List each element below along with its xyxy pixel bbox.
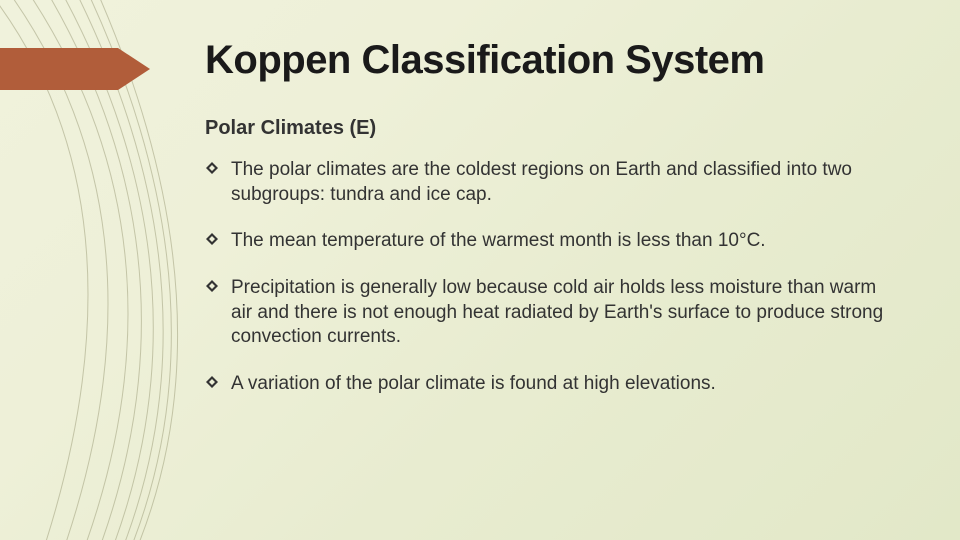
slide-title: Koppen Classification System	[205, 38, 890, 83]
diamond-icon	[205, 232, 219, 246]
bullet-text: The mean temperature of the warmest mont…	[231, 230, 766, 251]
list-item: The polar climates are the coldest regio…	[205, 158, 890, 207]
slide-content: Koppen Classification System Polar Clima…	[205, 38, 890, 419]
diamond-icon	[205, 161, 219, 175]
slide-subtitle: Polar Climates (E)	[205, 117, 890, 140]
bullet-text: Precipitation is generally low because c…	[231, 277, 883, 347]
list-item: The mean temperature of the warmest mont…	[205, 229, 890, 254]
bullet-text: A variation of the polar climate is foun…	[231, 373, 716, 394]
bullet-list: The polar climates are the coldest regio…	[205, 158, 890, 397]
diamond-icon	[205, 375, 219, 389]
list-item: A variation of the polar climate is foun…	[205, 372, 890, 397]
diamond-icon	[205, 279, 219, 293]
bullet-text: The polar climates are the coldest regio…	[231, 159, 852, 205]
accent-banner	[0, 48, 150, 90]
list-item: Precipitation is generally low because c…	[205, 276, 890, 350]
